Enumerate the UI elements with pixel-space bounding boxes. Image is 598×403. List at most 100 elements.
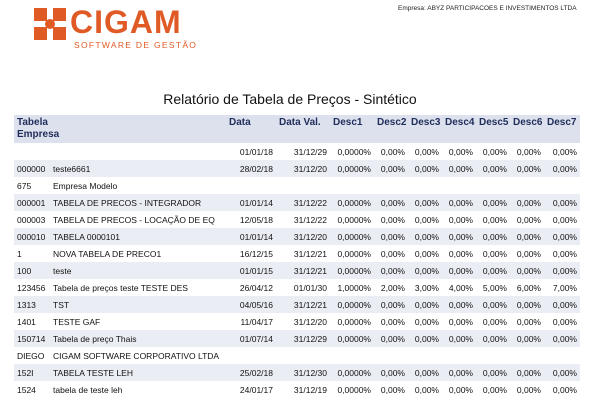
col-tabela: Tabela bbox=[17, 117, 48, 128]
cell-tabela: 1313 TST bbox=[14, 296, 226, 313]
table-row: 000010 TABELA 0000101 01/01/14 31/12/20 0,00… bbox=[14, 228, 580, 245]
cell-d5: 0,00% bbox=[482, 197, 507, 208]
cell-description: CIGAM SOFTWARE CORPORATIVO LTDA bbox=[53, 350, 220, 361]
cell-code: 000001 bbox=[17, 197, 46, 208]
cell-description: NOVA TABELA DE PRECO1 bbox=[53, 248, 162, 259]
cell-d4: 0,00% bbox=[448, 197, 473, 208]
cell-tabela: 152I TABELA TESTE LEH bbox=[14, 364, 226, 381]
cell-data-val: 31/12/21 bbox=[293, 299, 327, 310]
cell-data: 01/07/14 bbox=[239, 333, 273, 344]
cell-tabela: 1401 TESTE GAF bbox=[14, 313, 226, 330]
cell-data: 24/01/17 bbox=[239, 384, 273, 395]
cell-d2: 0,00% bbox=[380, 163, 405, 174]
cell-d7: 0,00% bbox=[552, 214, 577, 225]
col-data: Data bbox=[229, 117, 251, 128]
cell-data-val: 31/12/19 bbox=[293, 384, 327, 395]
cell-data bbox=[226, 347, 276, 364]
cell-data: 25/02/18 bbox=[239, 367, 273, 378]
cell-d5: 0,00% bbox=[482, 163, 507, 174]
cell-tabela: 675 Empresa Modelo bbox=[14, 177, 226, 194]
cell-d5: 0,00% bbox=[482, 299, 507, 310]
table-row: 150714 Tabela de preço Thais 01/07/14 31/12… bbox=[14, 330, 580, 347]
table-row: 1 NOVA TABELA DE PRECO1 16/12/15 31/12/21 0,… bbox=[14, 245, 580, 262]
cell-code: DIEGO bbox=[17, 350, 45, 361]
cell-data-val: 31/12/22 bbox=[293, 197, 327, 208]
cell-d1: 1,0000% bbox=[337, 282, 371, 293]
cell-d3: 0,00% bbox=[414, 265, 439, 276]
cell-d2: 0,00% bbox=[380, 231, 405, 242]
cell-d5: 0,00% bbox=[482, 384, 507, 395]
cell-data-val: 31/12/20 bbox=[293, 231, 327, 242]
cell-d2: 0,00% bbox=[380, 367, 405, 378]
col-desc3: Desc3 bbox=[411, 117, 441, 128]
col-desc1: Desc1 bbox=[333, 117, 363, 128]
price-table-report: Tabela Empresa Data Data Val. Desc1 Desc… bbox=[14, 115, 580, 398]
cell-d3: 0,00% bbox=[414, 214, 439, 225]
cell-d5: 0,00% bbox=[482, 367, 507, 378]
cell-description: teste bbox=[53, 265, 72, 276]
cell-d2 bbox=[374, 177, 408, 194]
table-row: 1401 TESTE GAF 11/04/17 31/12/20 0,0000% 0,00… bbox=[14, 313, 580, 330]
cell-code: 000003 bbox=[17, 214, 46, 225]
cell-code: 675 bbox=[17, 180, 32, 191]
cell-d4: 0,00% bbox=[448, 265, 473, 276]
cell-d3: 0,00% bbox=[414, 316, 439, 327]
cell-d1: 0,0000% bbox=[337, 248, 371, 259]
cell-tabela: 150714 Tabela de preço Thais bbox=[14, 330, 226, 347]
cell-d5: 0,00% bbox=[482, 333, 507, 344]
cell-d7: 0,00% bbox=[552, 384, 577, 395]
cell-d6: 0,00% bbox=[516, 316, 541, 327]
cell-code: 1313 bbox=[17, 299, 36, 310]
cell-d2: 0,00% bbox=[380, 384, 405, 395]
table-row: 000000 teste6661 28/02/18 31/12/20 0,0000% 0,… bbox=[14, 160, 580, 177]
cell-d6 bbox=[510, 347, 544, 364]
cell-description: TABELA 0000101 bbox=[53, 231, 120, 242]
cell-data bbox=[226, 177, 276, 194]
cell-d4: 0,00% bbox=[448, 316, 473, 327]
cell-description: TABELA DE PRECOS - INTEGRADOR bbox=[53, 197, 202, 208]
cell-d1: 0,0000% bbox=[337, 265, 371, 276]
cell-d7 bbox=[544, 347, 580, 364]
cell-d5: 0,00% bbox=[482, 214, 507, 225]
cell-d6: 0,00% bbox=[516, 163, 541, 174]
cell-d7: 0,00% bbox=[552, 333, 577, 344]
cell-description: TST bbox=[53, 299, 70, 310]
cell-d1: 0,0000% bbox=[337, 214, 371, 225]
cell-code: 1524 bbox=[17, 384, 36, 395]
cell-d3: 0,00% bbox=[414, 146, 439, 157]
cell-code: 150714 bbox=[17, 333, 46, 344]
cell-description: Tabela de preços teste TESTE DES bbox=[53, 282, 188, 293]
cell-d1: 0,0000% bbox=[337, 316, 371, 327]
table-header-row: Tabela Empresa Data Data Val. Desc1 Desc… bbox=[14, 115, 580, 143]
cell-code: 000000 bbox=[17, 163, 46, 174]
cell-description: Tabela de preço Thais bbox=[53, 333, 137, 344]
cell-d7: 0,00% bbox=[552, 316, 577, 327]
cell-d4: 0,00% bbox=[448, 333, 473, 344]
cell-d2: 0,00% bbox=[380, 248, 405, 259]
cell-d3: 3,00% bbox=[414, 282, 439, 293]
cell-d5: 0,00% bbox=[482, 231, 507, 242]
cell-d5 bbox=[476, 177, 510, 194]
cell-d7: 0,00% bbox=[552, 231, 577, 242]
cell-d7: 0,00% bbox=[552, 265, 577, 276]
cell-data: 12/05/18 bbox=[239, 214, 273, 225]
cell-d1 bbox=[330, 347, 374, 364]
cell-d2: 0,00% bbox=[380, 265, 405, 276]
cell-tabela: 000000 teste6661 bbox=[14, 160, 226, 177]
cell-description: teste6661 bbox=[53, 163, 91, 174]
cell-d1: 0,0000% bbox=[337, 333, 371, 344]
cell-d3: 0,00% bbox=[414, 367, 439, 378]
cell-d6: 0,00% bbox=[516, 265, 541, 276]
table-row: 000001 TABELA DE PRECOS - INTEGRADOR 01/01… bbox=[14, 194, 580, 211]
cell-d3: 0,00% bbox=[414, 197, 439, 208]
cell-tabela: 000010 TABELA 0000101 bbox=[14, 228, 226, 245]
brand-name: CIGAM bbox=[70, 4, 182, 40]
company-line: Empresa: ABYZ PARTICIPACOES E INVESTIMEN… bbox=[398, 5, 577, 12]
cell-d4: 4,00% bbox=[448, 282, 473, 293]
cell-data-val: 01/01/30 bbox=[293, 282, 327, 293]
cell-tabela: 123456 Tabela de preços teste TESTE DES bbox=[14, 279, 226, 296]
cell-description: TABELA DE PRECOS - LOCAÇÃO DE EQ bbox=[53, 214, 215, 225]
cell-tabela bbox=[14, 143, 226, 160]
cell-tabela: 100 teste bbox=[14, 262, 226, 279]
cell-d1: 0,0000% bbox=[337, 163, 371, 174]
